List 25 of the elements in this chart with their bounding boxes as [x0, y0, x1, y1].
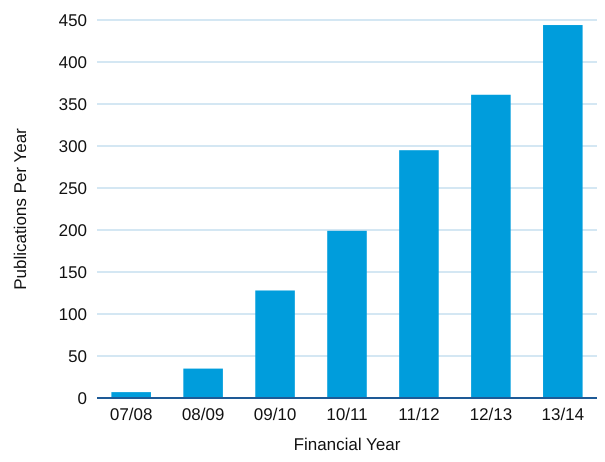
- bar: [327, 230, 367, 398]
- y-tick-label: 450: [58, 10, 87, 30]
- y-tick-label: 350: [58, 94, 87, 114]
- y-tick-label: 50: [68, 346, 87, 366]
- y-tick-label: 400: [58, 52, 87, 72]
- bar: [543, 25, 583, 398]
- y-tick-label: 0: [78, 388, 87, 408]
- y-tick-label: 100: [58, 304, 87, 324]
- x-tick-label: 12/13: [470, 405, 512, 424]
- y-tick-label: 200: [58, 220, 87, 240]
- x-tick-label: 07/08: [110, 405, 152, 424]
- y-tick-label: 250: [58, 178, 87, 198]
- x-axis-title: Financial Year: [294, 435, 401, 454]
- x-tick-label: 10/11: [326, 405, 368, 424]
- x-tick-label: 13/14: [542, 405, 584, 424]
- y-tick-label: 150: [58, 262, 87, 282]
- y-axis-title: Publications Per Year: [11, 128, 30, 290]
- bar: [471, 94, 511, 398]
- x-tick-label: 08/09: [182, 405, 224, 424]
- bar: [183, 368, 223, 398]
- bar: [399, 150, 439, 398]
- bar: [255, 290, 295, 398]
- x-tick-label: 11/12: [398, 405, 440, 424]
- y-tick-label: 300: [58, 136, 87, 156]
- x-tick-label: 09/10: [254, 405, 296, 424]
